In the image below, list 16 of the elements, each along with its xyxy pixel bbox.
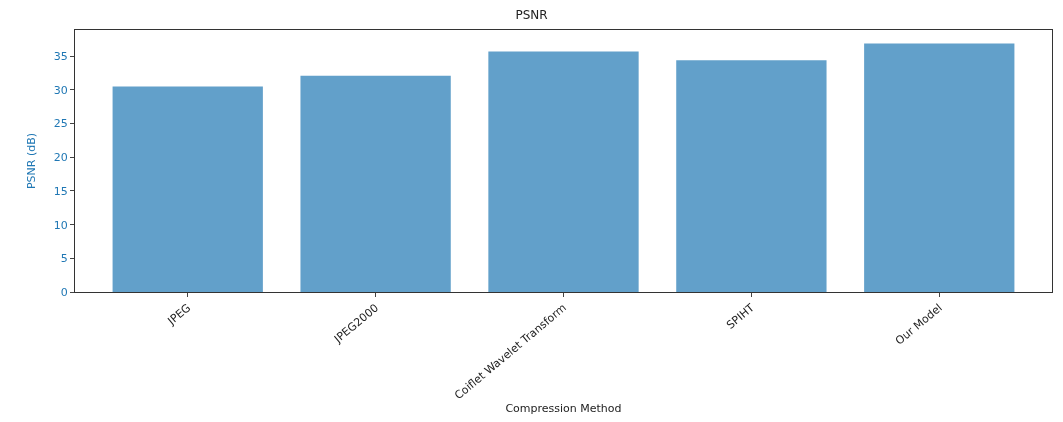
y-tick-label: 35 (53, 50, 68, 64)
y-tick-label: 30 (53, 83, 68, 97)
bar (300, 75, 451, 292)
y-tick-label: 10 (53, 218, 68, 232)
x-axis-title: Compression Method (505, 402, 622, 416)
y-tick-label: 0 (60, 285, 68, 299)
y-tick-label: 20 (53, 151, 68, 165)
y-tick-label: 25 (53, 117, 68, 131)
y-tick-label: 5 (60, 252, 68, 266)
bar (676, 60, 827, 292)
y-tick-label: 15 (53, 184, 68, 198)
chart-title: PSNR (515, 7, 548, 22)
bar (112, 86, 263, 292)
bar (488, 51, 639, 292)
y-axis-title: PSNR (dB) (25, 132, 39, 190)
bar (864, 43, 1015, 292)
